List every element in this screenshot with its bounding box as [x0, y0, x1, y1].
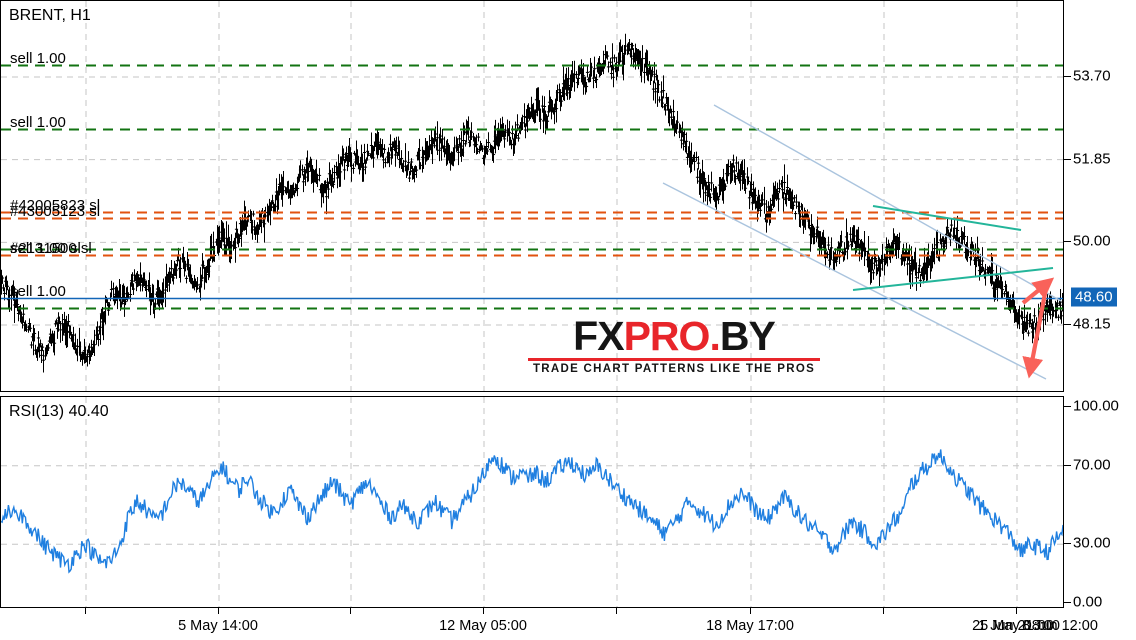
rsi-ytick-mark-3: [1064, 602, 1071, 603]
x-axis-label-2: 18 May 17:00: [706, 618, 794, 634]
rsi-ytick-mark-2: [1064, 543, 1071, 545]
rsi-ytick-label-1: 70.00: [1073, 456, 1111, 474]
watermark-part-pro: PRO: [623, 313, 711, 359]
descending-channel: [662, 104, 1062, 380]
x-tick-6: [883, 608, 884, 614]
order-label-lvl-sl-4: sell 1.00 sl: [10, 240, 81, 257]
price-ytick-label-2: 50.00: [1073, 232, 1111, 250]
x-axis-label-3: 25 May 08:00: [972, 618, 1060, 634]
x-tick-2: [350, 608, 351, 614]
price-ytick-mark-2: [1064, 241, 1071, 243]
rsi-chart-svg: [1, 397, 1063, 607]
descending-channel-lower: [662, 182, 1047, 380]
x-axis-label-1: 12 May 05:00: [439, 618, 527, 634]
fxpro-watermark: FXPRO.BY TRADE CHART PATTERNS LIKE THE P…: [528, 316, 820, 375]
rsi-y-axis: 100.00 70.00 30.00 0.00: [1064, 396, 1136, 611]
price-chart-svg: [1, 1, 1063, 391]
price-panel-title: BRENT, H1: [9, 7, 91, 24]
descending-channel-upper: [713, 104, 1062, 302]
x-axis-label-0: 5 May 14:00: [178, 618, 258, 634]
watermark-part-dot: .: [709, 313, 720, 359]
x-axis-label-5: 8 Jun 12:00: [1022, 618, 1098, 634]
rsi-line: [1, 449, 1063, 574]
price-y-axis: 53.70 51.85 50.00 48.15 48.60: [1064, 0, 1136, 392]
price-ytick-label-0: 53.70: [1073, 67, 1111, 85]
watermark-part-fx: FX: [573, 313, 624, 359]
time-x-axis: 5 May 14:00 12 May 05:00 18 May 17:00 25 Ma…: [0, 608, 1136, 640]
x-tick-1: [218, 608, 219, 614]
price-ytick-mark-3: [1064, 324, 1071, 325]
rsi-ytick-label-3: 0.00: [1073, 593, 1103, 611]
triangle-pattern: [852, 205, 1054, 291]
order-label-lvl-sell-1: sell 1.00: [10, 50, 66, 67]
rsi-panel-title: RSI(13) 40.40: [9, 403, 109, 420]
rsi-ytick-mark-1: [1064, 464, 1071, 466]
current-price-tag[interactable]: 48.60: [1071, 287, 1117, 307]
price-ytick-mark-1: [1064, 158, 1071, 160]
forecast-arrow-up: [1021, 277, 1055, 305]
forecast-arrows: [1021, 277, 1055, 379]
triangle-upper: [872, 205, 1022, 231]
x-tick-0: [85, 608, 86, 614]
order-label-lvl-sl-2: #43005123 sl: [10, 203, 101, 220]
rsi-plot-area[interactable]: [1, 397, 1063, 607]
watermark-wordmark: FXPRO.BY: [528, 316, 820, 357]
triangle-lower: [852, 267, 1054, 291]
x-tick-4: [616, 608, 617, 614]
watermark-rule: [528, 358, 820, 361]
rsi-ytick-mark-0: [1064, 406, 1071, 407]
x-tick-5: [750, 608, 751, 614]
rsi-ytick-label-0: 100.00: [1073, 397, 1119, 415]
forecast-arrow-down: [1022, 282, 1050, 379]
price-bars: [1, 33, 1063, 373]
rsi-ytick-label-2: 30.00: [1073, 534, 1111, 552]
order-label-lvl-sl-3: #2131500 sl: [10, 240, 92, 257]
rsi-indicator-panel[interactable]: RSI(13) 40.40: [0, 396, 1064, 608]
price-ytick-label-3: 48.15: [1073, 315, 1111, 333]
order-label-lvl-open: sell 1.00: [10, 283, 66, 300]
x-tick-7: [1016, 608, 1017, 614]
watermark-part-by: BY: [719, 313, 776, 359]
price-plot-area[interactable]: [1, 1, 1063, 391]
price-chart-panel[interactable]: BRENT, H1 sell 1.00 sell 1.00 #42005823 sl…: [0, 0, 1064, 392]
order-label-lvl-sl-1: #42005823 sl: [10, 197, 101, 214]
price-ytick-mark-0: [1064, 76, 1071, 77]
order-label-lvl-sell-2: sell 1.00: [10, 114, 66, 131]
x-tick-3: [483, 608, 484, 614]
x-axis-label-4: 1 Jun 21:00: [978, 618, 1054, 634]
price-ytick-label-1: 51.85: [1073, 150, 1111, 168]
watermark-tagline: TRADE CHART PATTERNS LIKE THE PROS: [532, 363, 816, 375]
